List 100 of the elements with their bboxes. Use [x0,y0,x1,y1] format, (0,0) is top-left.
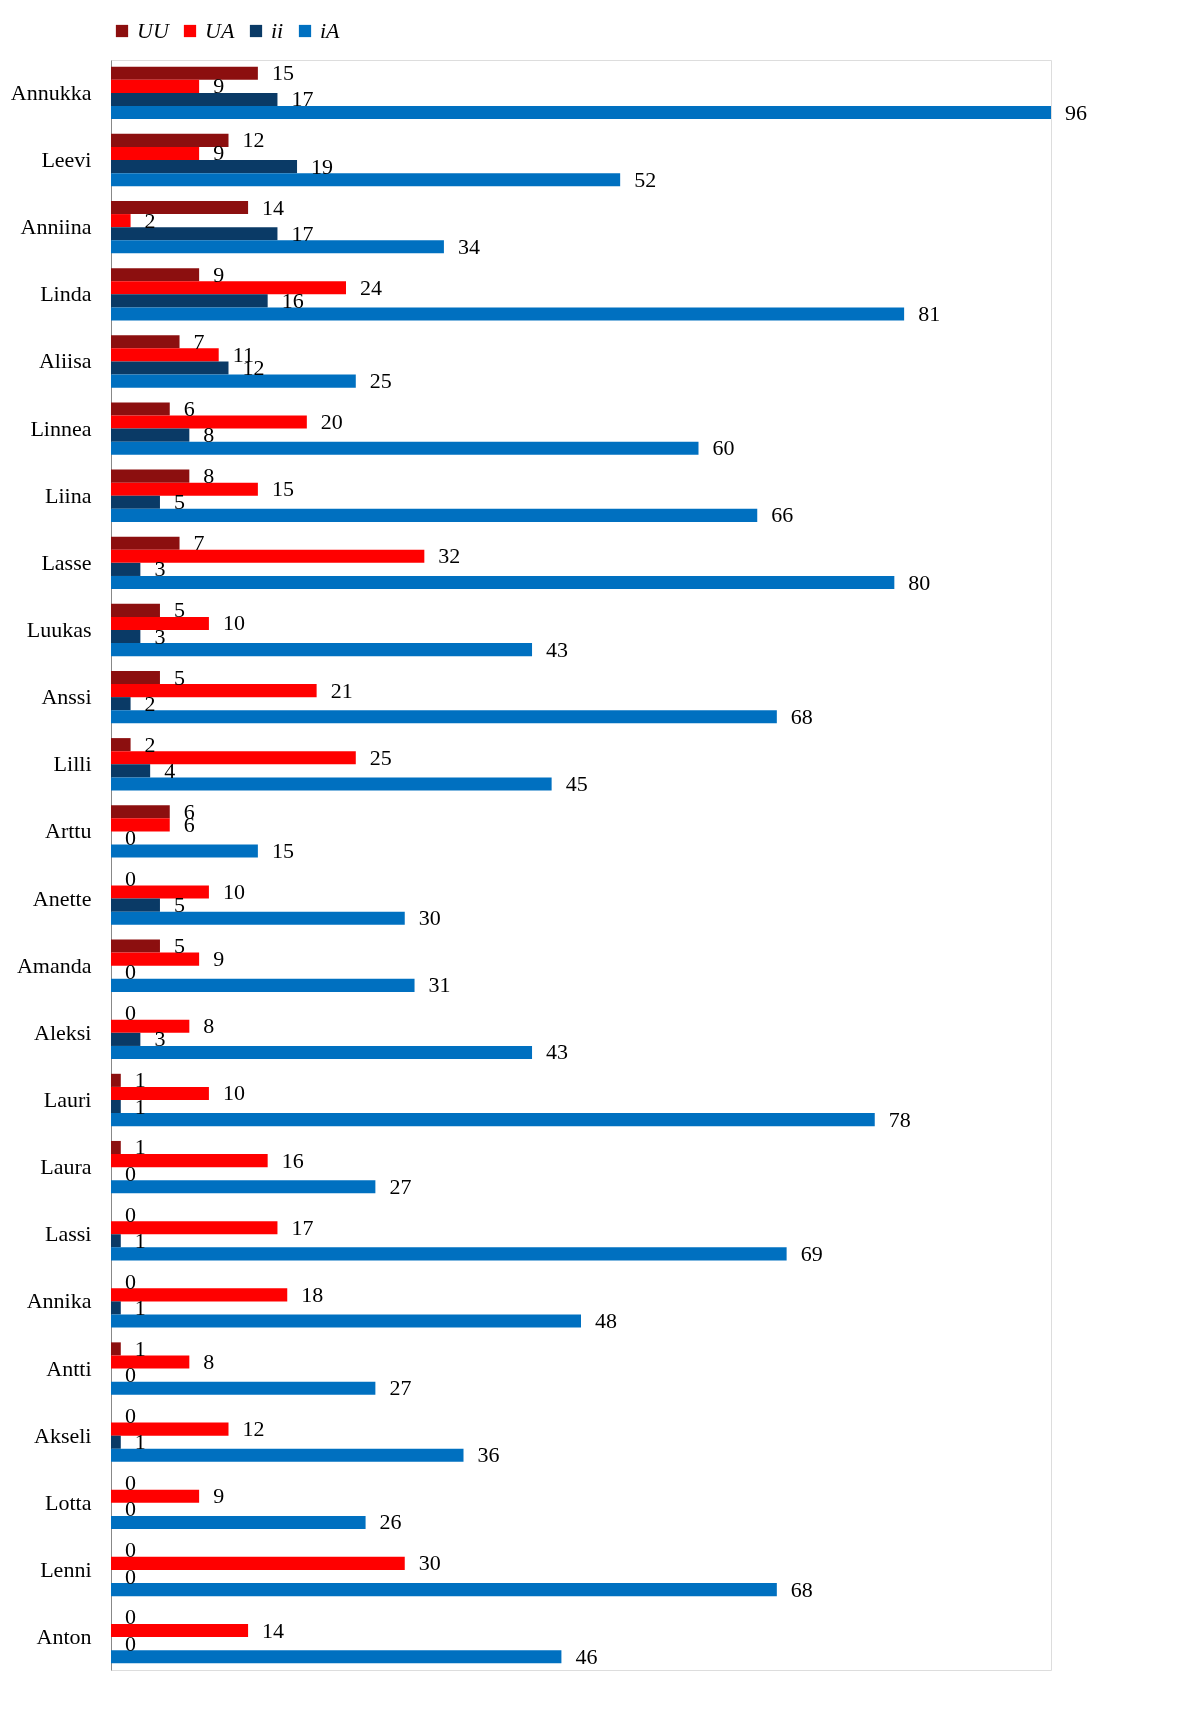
data-label: 3 [154,623,166,649]
bar [111,603,160,617]
data-label: 0 [125,824,136,850]
data-label: 30 [418,905,441,931]
y-tick-label: Antti [46,1355,92,1381]
bar [111,307,905,321]
data-label: 66 [771,502,794,528]
bar [111,1435,121,1449]
y-tick-label: Anette [32,885,92,911]
bar [111,616,209,631]
data-label: 27 [389,1375,412,1401]
data-label: 21 [330,677,353,703]
y-tick-label: Amanda [16,952,92,978]
bar [111,536,180,550]
data-label: 1 [134,1294,146,1320]
data-label: 8 [203,463,215,489]
bar [111,1086,209,1100]
bar [111,402,170,416]
bar [111,885,209,899]
bar [111,374,356,388]
y-tick-label: Linnea [30,415,92,441]
data-label: 26 [379,1509,402,1535]
bar [111,415,307,429]
legend-label: UA [205,18,235,43]
data-label: 14 [262,194,285,220]
data-label: 27 [389,1173,412,1199]
bar [111,173,621,187]
data-label: 0 [125,865,136,891]
data-label: 5 [173,597,185,623]
y-tick-label: Anssi [41,684,92,710]
data-label: 1 [134,1067,146,1093]
data-label: 52 [634,166,657,192]
y-tick-label: Anniina [20,214,92,240]
data-label: 36 [477,1442,500,1468]
data-label: 25 [369,368,392,394]
data-label: 46 [575,1643,598,1669]
legend-label: iA [320,18,341,43]
data-label: 48 [595,1308,617,1334]
bar [111,1019,190,1033]
bar [111,1073,121,1087]
data-label: 96 [1065,99,1087,125]
bar [111,898,160,912]
bar [111,348,219,362]
bar [111,562,141,576]
bar [111,214,131,228]
data-label: 0 [125,1630,136,1656]
bar [111,268,200,282]
data-label: 0 [125,1496,136,1522]
bar [111,1515,366,1530]
y-tick-label: Annukka [10,79,92,105]
y-tick-label: Lenni [40,1556,92,1582]
data-label: 30 [418,1550,441,1576]
data-label: 17 [291,86,314,112]
data-label: 3 [154,1026,166,1052]
data-label: 0 [125,1268,136,1294]
data-label: 32 [438,543,461,569]
bar [111,1489,200,1503]
data-label: 5 [173,892,185,918]
data-label: 0 [125,1604,136,1630]
bar [111,469,190,483]
bar [111,133,229,147]
y-tick-label: Lotta [45,1489,92,1515]
bar [111,952,200,966]
data-label: 45 [565,770,588,796]
bar [111,844,258,858]
data-label: 8 [203,1013,215,1039]
data-label: 9 [213,946,225,972]
data-label: 9 [213,1483,225,1509]
bar [111,1355,190,1369]
data-label: 0 [125,1201,136,1227]
data-label: 9 [213,140,225,166]
bar [111,805,170,819]
bar [111,495,160,509]
data-label: 60 [712,435,735,461]
bar [111,777,552,791]
data-label: 68 [790,1576,813,1602]
data-label: 10 [222,610,245,636]
data-label: 17 [291,1214,314,1240]
data-label: 16 [281,1147,304,1173]
bar [111,160,298,174]
bar [111,240,444,254]
bar [111,1221,278,1235]
bar [111,1650,562,1664]
data-label: 24 [360,274,382,300]
data-label: 31 [428,972,451,998]
data-label: 1 [134,1134,146,1160]
data-label: 2 [144,731,156,757]
data-label: 18 [301,1281,324,1307]
data-label: 12 [242,127,265,153]
bar [111,79,200,93]
bar [111,1556,405,1570]
y-tick-label: Laura [40,1154,92,1180]
bar [111,335,180,349]
bar [111,1032,141,1046]
y-tick-label: Lasse [41,549,92,575]
data-label: 68 [790,703,813,729]
data-label: 1 [134,1429,146,1455]
legend-label: UU [137,18,171,43]
data-label: 16 [281,287,304,313]
data-label: 78 [888,1106,911,1132]
